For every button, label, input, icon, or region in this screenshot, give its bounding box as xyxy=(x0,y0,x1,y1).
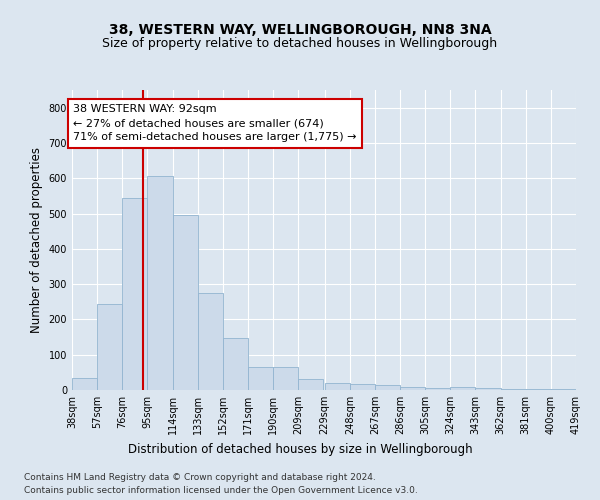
Bar xyxy=(500,389,526,390)
Bar xyxy=(273,367,298,390)
Text: Contains public sector information licensed under the Open Government Licence v3: Contains public sector information licen… xyxy=(24,486,418,495)
Bar xyxy=(325,383,350,390)
Y-axis label: Number of detached properties: Number of detached properties xyxy=(30,147,43,333)
Bar xyxy=(400,387,425,390)
Bar xyxy=(148,176,173,390)
Bar xyxy=(72,378,97,390)
Bar xyxy=(475,388,500,390)
Bar xyxy=(248,367,273,390)
Bar xyxy=(173,216,197,390)
Text: 38, WESTERN WAY, WELLINGBOROUGH, NN8 3NA: 38, WESTERN WAY, WELLINGBOROUGH, NN8 3NA xyxy=(109,22,491,36)
Bar xyxy=(451,387,475,390)
Bar xyxy=(122,198,148,390)
Bar xyxy=(97,304,122,390)
Text: Size of property relative to detached houses in Wellingborough: Size of property relative to detached ho… xyxy=(103,38,497,51)
Text: Contains HM Land Registry data © Crown copyright and database right 2024.: Contains HM Land Registry data © Crown c… xyxy=(24,472,376,482)
Bar xyxy=(197,293,223,390)
Text: Distribution of detached houses by size in Wellingborough: Distribution of detached houses by size … xyxy=(128,442,472,456)
Text: 38 WESTERN WAY: 92sqm
← 27% of detached houses are smaller (674)
71% of semi-det: 38 WESTERN WAY: 92sqm ← 27% of detached … xyxy=(73,104,357,142)
Bar xyxy=(526,389,551,390)
Bar xyxy=(375,386,400,390)
Bar xyxy=(298,380,323,390)
Bar xyxy=(350,384,375,390)
Bar xyxy=(223,338,248,390)
Bar xyxy=(551,389,576,390)
Bar xyxy=(425,388,451,390)
